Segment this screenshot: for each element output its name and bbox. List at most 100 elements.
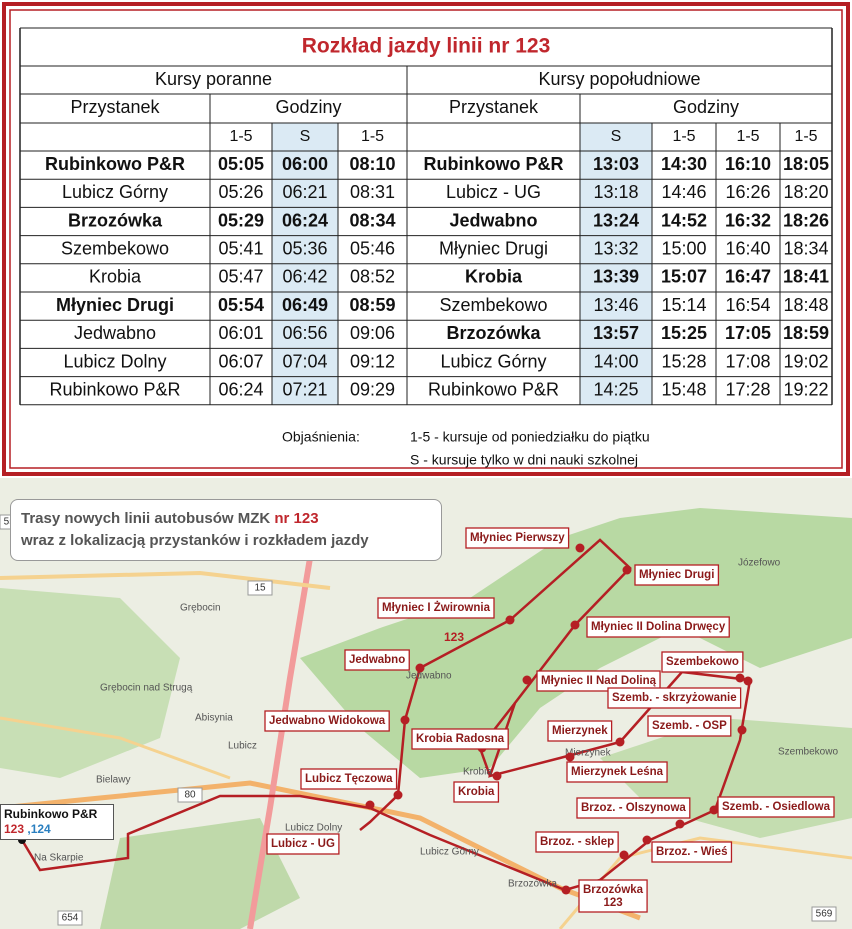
stop-label: Młyniec Pierwszy bbox=[470, 532, 565, 544]
stop-label: Młyniec I Żwirownia bbox=[382, 601, 491, 614]
day-label: S bbox=[300, 128, 311, 145]
time: 06:00 bbox=[282, 154, 328, 174]
section-heading: Kursy popołudniowe bbox=[538, 69, 700, 89]
stop-name: Młyniec Drugi bbox=[56, 295, 174, 315]
stop-box bbox=[536, 670, 661, 692]
stop-box bbox=[465, 527, 570, 549]
stop-box bbox=[576, 797, 691, 819]
stop-dot bbox=[622, 565, 632, 575]
time: 08:10 bbox=[349, 154, 395, 174]
time: 06:42 bbox=[282, 267, 327, 287]
stop-box bbox=[547, 720, 613, 742]
time: 05:41 bbox=[218, 238, 263, 258]
stop-label: Jedwabno Widokowa bbox=[269, 715, 386, 727]
time: 15:25 bbox=[661, 323, 707, 343]
time: 19:22 bbox=[783, 379, 828, 399]
time: 08:34 bbox=[349, 210, 395, 230]
stop-name: Rubinkowo P&R bbox=[424, 154, 564, 174]
time: 06:24 bbox=[218, 379, 263, 399]
notes-label: Objaśnienia: bbox=[282, 429, 360, 445]
time: 07:21 bbox=[282, 379, 327, 399]
day-label: 1-5 bbox=[794, 128, 817, 145]
stop-name: Jedwabno bbox=[74, 323, 156, 343]
place-name: Lubicz bbox=[228, 741, 257, 752]
time: 13:24 bbox=[593, 210, 639, 230]
stop-dot bbox=[522, 675, 532, 685]
day-label: 1-5 bbox=[229, 128, 252, 145]
place-name: Na Skarpie bbox=[34, 853, 84, 864]
stop-box bbox=[586, 616, 730, 638]
stop-box bbox=[578, 879, 648, 913]
time: 15:14 bbox=[661, 295, 706, 315]
road-number: 569 bbox=[816, 909, 833, 920]
stop-label: Szembekowo bbox=[666, 656, 739, 668]
notes-line: 1-5 - kursuje od poniedziałku do piątku bbox=[410, 429, 650, 445]
stop-box bbox=[651, 841, 733, 863]
info-text: wraz z lokalizacją przystanków i rozkład… bbox=[21, 532, 369, 549]
place-name: Jedwabno bbox=[406, 671, 452, 682]
stop-name: Lubicz Górny bbox=[440, 351, 546, 371]
time: 06:01 bbox=[218, 323, 263, 343]
place-name: Szembekowo bbox=[778, 747, 838, 758]
time: 15:07 bbox=[661, 267, 707, 287]
place-name: Grębocin bbox=[180, 603, 221, 614]
stop-name: Krobia bbox=[465, 267, 523, 287]
road bbox=[0, 570, 331, 590]
stop-label: Brzoz. - Olszynowa bbox=[581, 802, 686, 814]
time: 15:00 bbox=[661, 238, 706, 258]
time: 16:54 bbox=[725, 295, 770, 315]
stop-name: Lubicz Dolny bbox=[63, 351, 166, 371]
section-heading: Kursy poranne bbox=[155, 69, 272, 89]
time: 05:46 bbox=[350, 238, 395, 258]
stop-name: Szembekowo bbox=[439, 295, 547, 315]
stop-dot bbox=[709, 805, 719, 815]
time: 15:28 bbox=[661, 351, 706, 371]
time: 19:02 bbox=[783, 351, 828, 371]
stop-box bbox=[411, 728, 509, 750]
stop-label: Szemb. - OSP bbox=[652, 720, 727, 732]
terminus-name: Rubinkowo P&R bbox=[4, 807, 98, 821]
place-name: Lubicz Górny bbox=[420, 847, 479, 858]
stop-name: Młyniec Drugi bbox=[439, 238, 548, 258]
place-name: Józefowo bbox=[738, 558, 781, 569]
road-badge bbox=[57, 910, 83, 926]
place-name: Krobia bbox=[463, 767, 492, 778]
frame bbox=[2, 2, 850, 476]
time: 14:52 bbox=[661, 210, 707, 230]
column-header: Przystanek bbox=[70, 97, 160, 117]
stop-label: Brzozówka bbox=[583, 884, 644, 896]
stop-box bbox=[647, 715, 732, 737]
stop-box bbox=[453, 781, 500, 803]
stop-box bbox=[264, 710, 390, 732]
place-name: Bielawy bbox=[96, 775, 130, 786]
stop-dot bbox=[565, 752, 575, 762]
road-number: 15 bbox=[254, 583, 266, 594]
day-label: 1-5 bbox=[672, 128, 695, 145]
stop-label: Szemb. - Osiedlowa bbox=[722, 801, 831, 813]
stop-label: Lubicz Tęczowa bbox=[305, 773, 393, 785]
stop-box bbox=[661, 651, 744, 673]
time: 18:20 bbox=[783, 182, 828, 202]
stop-label: Młyniec Drugi bbox=[639, 569, 714, 581]
stop-box bbox=[344, 649, 410, 671]
time: 06:21 bbox=[282, 182, 327, 202]
terminus-line: ,124 bbox=[27, 822, 51, 836]
terminus: Rubinkowo P&R 123 ,124 bbox=[0, 804, 114, 840]
place-name: Lubicz Dolny bbox=[285, 823, 342, 834]
stop-dot bbox=[737, 725, 747, 735]
stop-label: Krobia bbox=[458, 786, 495, 798]
stop-dot bbox=[492, 771, 502, 781]
terminus-line: 123 bbox=[4, 822, 25, 836]
time: 05:29 bbox=[218, 210, 264, 230]
stop-dot bbox=[561, 885, 571, 895]
time: 05:26 bbox=[218, 182, 263, 202]
route-label: 123 bbox=[444, 630, 464, 644]
time: 09:12 bbox=[350, 351, 395, 371]
stop-label: Brzoz. - sklep bbox=[540, 836, 614, 848]
time: 06:49 bbox=[282, 295, 328, 315]
time: 06:56 bbox=[282, 323, 327, 343]
time: 18:34 bbox=[783, 238, 828, 258]
time: 18:41 bbox=[783, 267, 829, 287]
stop-box bbox=[634, 564, 720, 586]
route bbox=[20, 538, 752, 892]
